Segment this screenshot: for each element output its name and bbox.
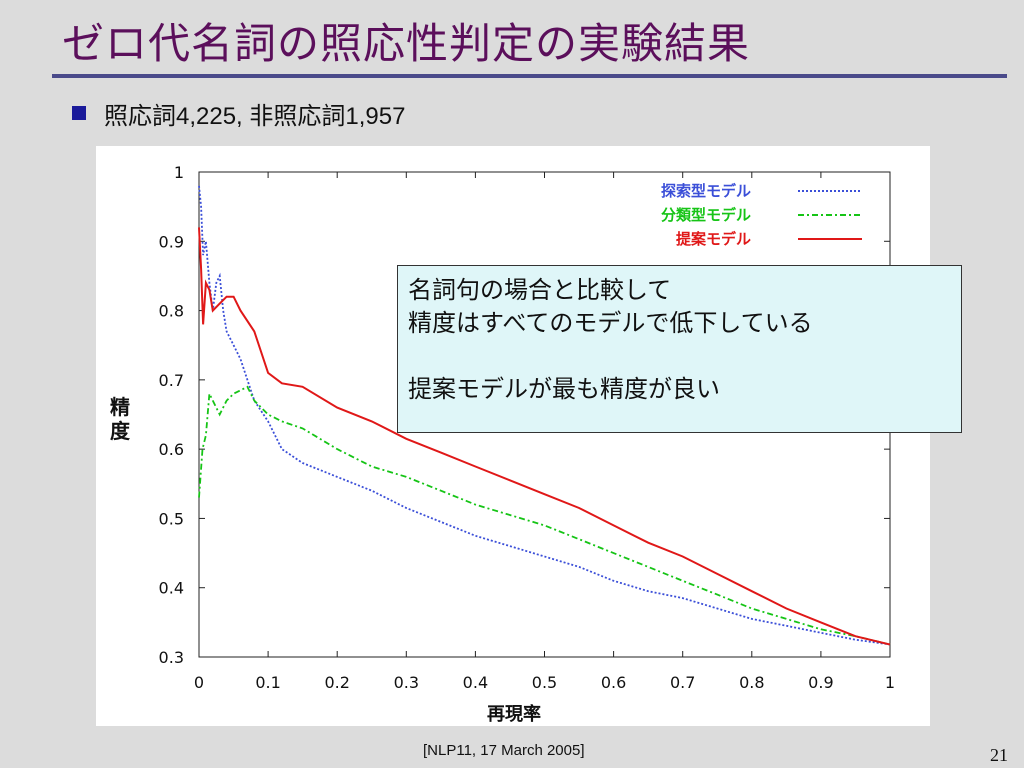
x-tick-label: 0.3 [394,673,419,692]
square-bullet-icon [72,106,86,120]
footer-citation: [NLP11, 17 March 2005] [423,742,585,759]
precision-recall-chart: 0 0.1 0.2 0.3 0.4 0.5 0.6 0.7 0.8 0.9 1 0.3 0.4 0.5 0.… [110,163,895,725]
bullet-item: 照応詞4,225, 非照応詞1,957 [72,96,405,130]
x-tick-label: 0.9 [808,673,833,692]
x-tick-label: 0.1 [255,673,280,692]
slide-title: ゼロ代名詞の照応性判定の実験結果 [62,19,751,68]
series-line [198,385,891,646]
x-tick-label: 0.2 [324,673,349,692]
x-tick-label: 0.4 [463,673,488,692]
legend-label: 探索型モデル [661,182,751,200]
callout-line: 名詞句の場合と比較して [408,276,672,304]
y-axis-label-char: 度 [110,419,131,443]
x-tick-label: 0.8 [739,673,764,692]
x-tick-label: 0.6 [601,673,626,692]
series-line [198,227,891,646]
y-tick-label: 0.6 [159,440,184,459]
y-axis-label: 精度 [110,395,131,443]
y-tick-label: 0.5 [159,509,184,528]
page-number: 21 [990,745,1008,765]
y-tick-label: 0.8 [159,302,184,321]
bullet-text: 照応詞4,225, 非照応詞1,957 [104,102,406,130]
observation-callout: 名詞句の場合と比較して 精度はすべてのモデルで低下している 提案モデルが最も精度… [397,265,962,433]
y-axis-label-char: 精 [110,395,130,419]
x-tick-label: 0 [194,673,204,692]
y-tick-label: 0.9 [159,232,184,251]
y-tick-label: 0.3 [159,648,184,667]
callout-line: 提案モデルが最も精度が良い [408,375,720,403]
legend-label: 分類型モデル [661,206,751,224]
title-divider [52,74,1007,78]
x-tick-label: 0.5 [532,673,557,692]
y-tick-label: 0.4 [159,579,184,598]
x-tick-label: 0.7 [670,673,695,692]
callout-line [408,340,951,373]
legend-label: 提案モデル [676,230,751,248]
y-tick-label: 0.7 [159,371,184,390]
chart-panel: 0 0.1 0.2 0.3 0.4 0.5 0.6 0.7 0.8 0.9 1 0.3 0.4 0.5 0.… [96,146,930,726]
y-tick-label: 1 [174,163,184,182]
callout-line: 精度はすべてのモデルで低下している [408,309,813,337]
x-tick-label: 1 [885,673,895,692]
x-axis-label: 再現率 [487,703,541,725]
